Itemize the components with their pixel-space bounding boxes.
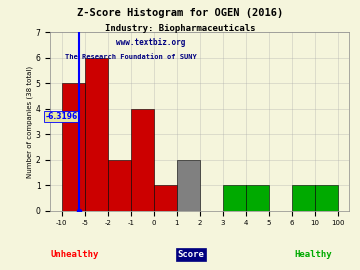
Text: Industry: Biopharmaceuticals: Industry: Biopharmaceuticals bbox=[105, 24, 255, 33]
Bar bbox=[246, 185, 269, 211]
Bar bbox=[154, 185, 177, 211]
Bar bbox=[315, 185, 338, 211]
Bar bbox=[131, 109, 154, 211]
Text: The Research Foundation of SUNY: The Research Foundation of SUNY bbox=[66, 54, 197, 60]
Bar bbox=[108, 160, 131, 211]
Text: Score: Score bbox=[177, 250, 204, 259]
Bar bbox=[177, 160, 200, 211]
Bar bbox=[62, 83, 85, 211]
Text: Z-Score Histogram for OGEN (2016): Z-Score Histogram for OGEN (2016) bbox=[77, 8, 283, 18]
Text: www.textbiz.org: www.textbiz.org bbox=[116, 38, 185, 47]
Bar bbox=[85, 58, 108, 211]
Y-axis label: Number of companies (38 total): Number of companies (38 total) bbox=[27, 65, 33, 178]
Text: Healthy: Healthy bbox=[294, 250, 332, 259]
Bar bbox=[223, 185, 246, 211]
Text: -6.3196: -6.3196 bbox=[45, 112, 78, 121]
Bar bbox=[292, 185, 315, 211]
Text: Unhealthy: Unhealthy bbox=[50, 250, 99, 259]
